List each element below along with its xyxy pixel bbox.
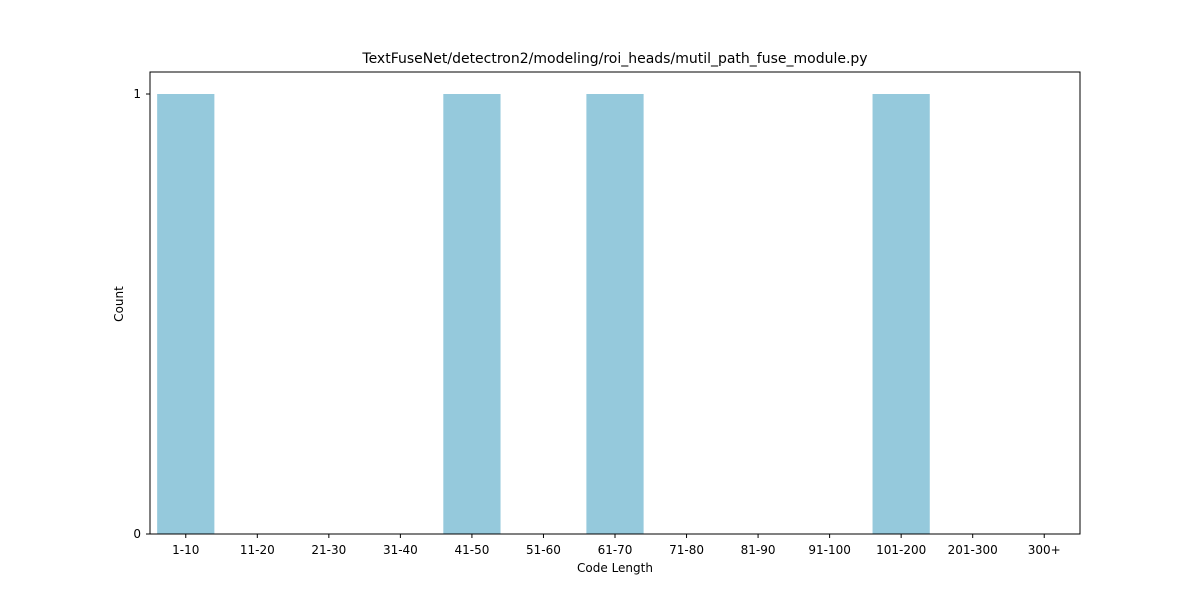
x-tick-label: 101-200 xyxy=(876,543,926,557)
chart-title: TextFuseNet/detectron2/modeling/roi_head… xyxy=(361,51,867,67)
x-axis: 1-10 11-20 21-30 31-40 41-50 51-60 61-70 71-80 8… xyxy=(172,534,1061,557)
x-axis-label: Code Length xyxy=(577,561,653,575)
x-tick-label: 1-10 xyxy=(172,543,199,557)
y-tick-label: 1 xyxy=(133,87,141,101)
x-tick-label: 51-60 xyxy=(526,543,561,557)
x-tick-label: 21-30 xyxy=(311,543,346,557)
x-tick-label: 91-100 xyxy=(808,543,851,557)
x-tick-label: 201-300 xyxy=(948,543,998,557)
x-tick-label: 11-20 xyxy=(240,543,275,557)
x-tick-label: 61-70 xyxy=(598,543,633,557)
y-axis: 01 xyxy=(133,87,150,541)
bar-1-10 xyxy=(157,94,215,534)
bar-61-70 xyxy=(586,94,644,534)
x-tick-label: 81-90 xyxy=(741,543,776,557)
bar-101-200 xyxy=(872,94,930,534)
y-axis-label: Count xyxy=(112,286,126,322)
bar-41-50 xyxy=(443,94,501,534)
x-tick-label: 71-80 xyxy=(669,543,704,557)
y-tick-label: 0 xyxy=(133,527,141,541)
bars-group xyxy=(157,94,930,534)
x-tick-label: 300+ xyxy=(1028,543,1061,557)
x-tick-label: 31-40 xyxy=(383,543,418,557)
x-tick-label: 41-50 xyxy=(454,543,489,557)
